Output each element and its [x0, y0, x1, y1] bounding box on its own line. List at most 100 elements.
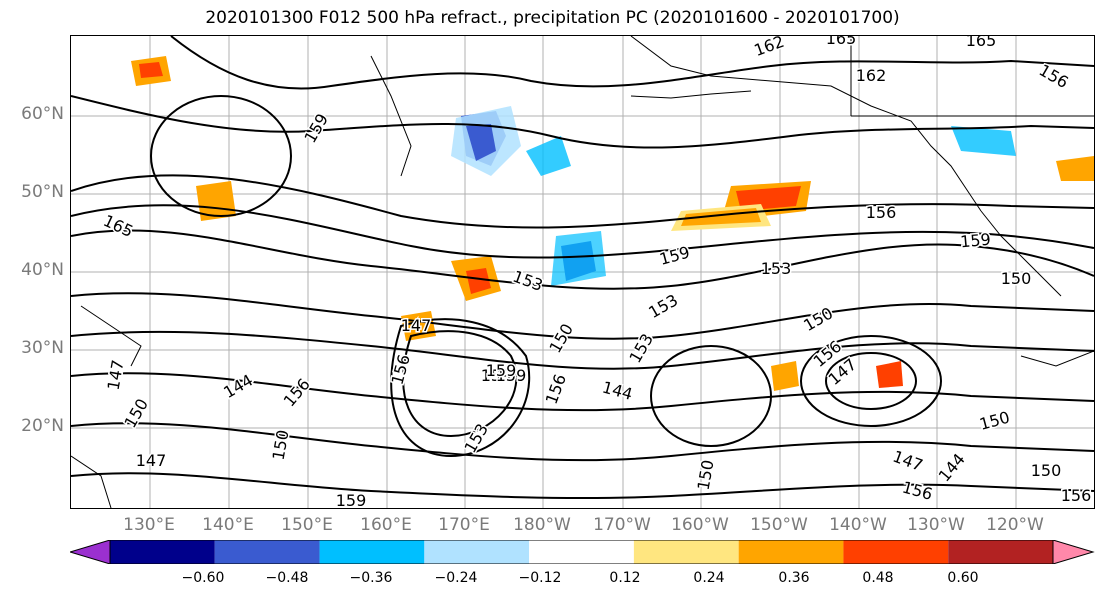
colorbar-band: [214, 540, 320, 564]
contour-line: [71, 330, 1094, 370]
contour-label: 150: [800, 303, 836, 335]
contour-label: 156: [866, 203, 897, 222]
contour-label: 153: [761, 259, 792, 278]
lon-label-140e: 140°E: [202, 515, 254, 535]
lon-label-120w: 120°W: [986, 515, 1044, 535]
lon-label-140w: 140°W: [829, 515, 887, 535]
contour-label: 150: [269, 428, 293, 461]
contour-label: 162: [856, 66, 887, 85]
contour-cutoff: [390, 318, 531, 458]
precip-shading: [131, 56, 1094, 391]
contour-line: [170, 36, 1094, 90]
plot-title: 2020101300 F012 500 hPa refract., precip…: [205, 8, 900, 28]
lon-label-160w: 160°W: [671, 515, 729, 535]
colorbar-tick: −0.48: [265, 570, 309, 586]
colorbar-tick: 0.48: [862, 570, 894, 586]
colorbar-tick: −0.36: [349, 570, 393, 586]
contour-high: [150, 95, 292, 217]
lat-label-40n: 40°N: [21, 260, 64, 280]
contour-low: [825, 352, 917, 410]
contour-line: [71, 174, 1094, 229]
precip-blob-blue: [466, 124, 496, 161]
coastline-alaska: [630, 36, 982, 212]
contour-label: 165: [966, 36, 997, 50]
colorbar-tick: 0.12: [609, 570, 641, 586]
colorbar-tick: 0.36: [778, 570, 810, 586]
coastline-japan: [80, 305, 142, 367]
contour-label: 153: [625, 330, 657, 366]
precip-blob-orange: [1056, 156, 1094, 181]
contour-line: [71, 204, 1094, 259]
contour-line: [71, 95, 1094, 149]
contour-line: [71, 292, 1094, 340]
coastlines: [71, 36, 1094, 508]
contour-label: 162: [752, 36, 787, 60]
coastline-mexico: [1020, 350, 1094, 367]
colorbar-tick: −0.24: [434, 570, 478, 586]
precip-blob-red: [736, 186, 801, 211]
colorbar: [70, 540, 1095, 564]
precip-blob-cyan: [551, 231, 606, 286]
colorbar-band: [529, 540, 634, 564]
lon-label-130w: 130°W: [907, 515, 965, 535]
lon-label-130e: 130°E: [123, 515, 175, 535]
colorbar-tick: −0.60: [181, 570, 225, 586]
colorbar-tick: 0.60: [947, 570, 979, 586]
lat-label-20n: 20°N: [21, 416, 64, 436]
lon-label-150e: 150°E: [281, 515, 333, 535]
contour-label: 144: [600, 378, 634, 404]
precip-blob-orange: [876, 361, 903, 388]
contour-line: [71, 472, 1094, 500]
contour-cutoff: [402, 330, 518, 438]
contour-label: 159: [657, 243, 691, 269]
contour-label: 156: [388, 352, 414, 386]
height-contours: [71, 36, 1094, 500]
colorbar-extend-max: [1052, 540, 1095, 564]
contour-line: [71, 372, 1094, 412]
precip-blob-orange: [196, 181, 236, 221]
colorbar-band: [738, 540, 844, 564]
precip-blob-cyan: [526, 136, 571, 176]
lat-label-30n: 30°N: [21, 338, 64, 358]
coastline-aleutians: [630, 90, 752, 99]
contour-label: 147: [136, 451, 167, 470]
contour-label: 156: [280, 375, 314, 411]
contour-label: 147: [401, 316, 432, 335]
map-plot: 162 165 165 162 156 159 165 156 159 153 150 159 153 1…: [71, 36, 1094, 508]
lat-label-50n: 50°N: [21, 182, 64, 202]
lon-label-170w: 170°W: [593, 515, 651, 535]
contour-label: 150: [1001, 269, 1032, 288]
map-panel: 162 165 165 162 156 159 165 156 159 153 150 159 153 1…: [70, 35, 1095, 509]
contour-label: 159: [336, 491, 367, 508]
contour-label: 153: [510, 267, 545, 295]
colorbar-band: [424, 540, 530, 564]
contour-low: [800, 335, 942, 427]
colorbar-frame: [109, 540, 1054, 564]
contour-label: 165: [826, 36, 857, 48]
lon-label-150w: 150°W: [750, 515, 808, 535]
colorbar-band: [948, 540, 1053, 564]
contour-label: 147: [890, 447, 925, 475]
contour-label: 156: [542, 372, 570, 407]
contour-label: 159: [486, 361, 517, 380]
colorbar-bands: [70, 540, 1095, 564]
lon-label-170e: 170°E: [438, 515, 490, 535]
contour-low: [650, 345, 772, 447]
contour-label: 150: [977, 408, 1011, 434]
contour-label: 156: [1061, 486, 1092, 505]
colorbar-tick: −0.12: [518, 570, 562, 586]
contour-line: [71, 229, 1094, 290]
precip-blob-cyan: [951, 126, 1016, 156]
contour-label: 150: [1031, 461, 1062, 480]
colorbar-band: [843, 540, 949, 564]
precip-blob-red: [139, 62, 163, 78]
colorbar-tick: 0.24: [693, 570, 725, 586]
contour-label: 159: [481, 366, 512, 385]
contour-label: 165: [100, 211, 136, 241]
contour-label: 153: [645, 290, 681, 322]
coastline-kamchatka: [370, 55, 412, 177]
lon-label-160e: 160°E: [360, 515, 412, 535]
colorbar-band: [633, 540, 739, 564]
contour-label: 144: [220, 370, 256, 402]
precip-blob-orange: [771, 361, 799, 391]
